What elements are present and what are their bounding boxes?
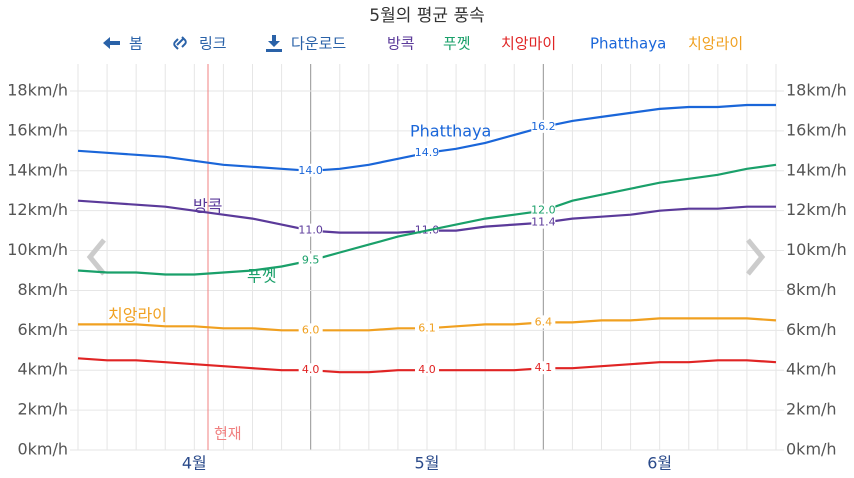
value-label: 12.0 [531,204,556,217]
y2-tick-label: 8km/h [786,280,837,299]
y2-tick-label: 14km/h [786,160,847,179]
y-tick-label: 4km/h [17,360,68,379]
value-label: 14.0 [298,164,323,177]
y-tick-label: 0km/h [17,440,68,459]
value-label: 6.0 [302,323,320,336]
y-tick-label: 6km/h [17,320,68,339]
y2-tick-label: 18km/h [786,81,847,100]
value-label-bg [415,363,439,377]
toolbar: 봄 링크 다운로드 [103,35,346,53]
value-label-bg [415,321,439,335]
x-tick-label: 4월 [182,454,207,473]
value-label-bg [298,223,323,237]
y2-tick-label: 2km/h [786,400,837,419]
back-icon [103,37,120,49]
y2-tick-label: 4km/h [786,360,837,379]
y-tick-label: 18km/h [7,81,68,100]
value-label: 6.4 [535,315,553,328]
series-line [77,163,777,276]
toolbar-button[interactable]: 다운로드 [291,35,346,53]
value-label-bg [531,215,556,229]
x-tick-label: 5월 [415,454,440,473]
y2-tick-label: 16km/h [786,120,847,139]
value-label-bg [415,145,439,159]
y-tick-label: 12km/h [7,200,68,219]
value-label: 6.1 [418,321,436,334]
chart-title: 5월의 평균 풍속 [369,6,484,26]
y-tick-label: 16km/h [7,120,68,139]
legend-entry[interactable]: 방콕 [387,35,415,53]
value-label-bg [298,323,323,337]
y2-tick-label: 12km/h [786,200,847,219]
series-label: 푸껫 [247,267,276,286]
value-label-bg [531,119,556,133]
value-label: 4.1 [535,361,553,374]
y-tick-label: 8km/h [17,280,68,299]
value-label-bg [531,315,556,329]
y2-tick-label: 6km/h [786,320,837,339]
value-label: 16.2 [531,120,556,133]
series-label: Phatthaya [410,122,491,141]
y2-tick-label: 0km/h [786,440,837,459]
toolbar-button[interactable]: 봄 [129,35,143,53]
value-label-bg [298,163,323,177]
value-label: 4.0 [418,363,436,376]
legend-entry[interactable]: 치앙라이 [688,35,743,53]
value-label: 4.0 [302,363,320,376]
value-label: 11.0 [298,224,323,237]
value-label: 14.9 [415,146,440,159]
download-icon [266,35,282,52]
y2-tick-label: 10km/h [786,240,847,259]
legend-entry[interactable]: Phatthaya [590,35,666,53]
value-label-bg [298,363,323,377]
value-label-bg [531,203,556,217]
y-tick-label: 14km/h [7,160,68,179]
now-label: 현재 [214,425,242,443]
x-tick-label: 6월 [647,454,672,473]
value-label: 11.4 [531,216,556,229]
value-label-bg [531,361,556,375]
legend-entry[interactable]: 치앙마이 [501,35,556,53]
next-arrow[interactable] [746,238,766,276]
series-label: 치앙라이 [108,306,167,325]
y-tick-label: 10km/h [7,240,68,259]
toolbar-button[interactable]: 링크 [199,35,227,53]
series-label: 방콕 [193,197,222,216]
value-label-bg [298,253,323,267]
prev-arrow[interactable] [86,238,106,276]
value-label: 9.5 [302,254,320,267]
legend-entry[interactable]: 푸껫 [443,35,471,53]
y-tick-label: 2km/h [17,400,68,419]
link-icon [173,36,187,50]
